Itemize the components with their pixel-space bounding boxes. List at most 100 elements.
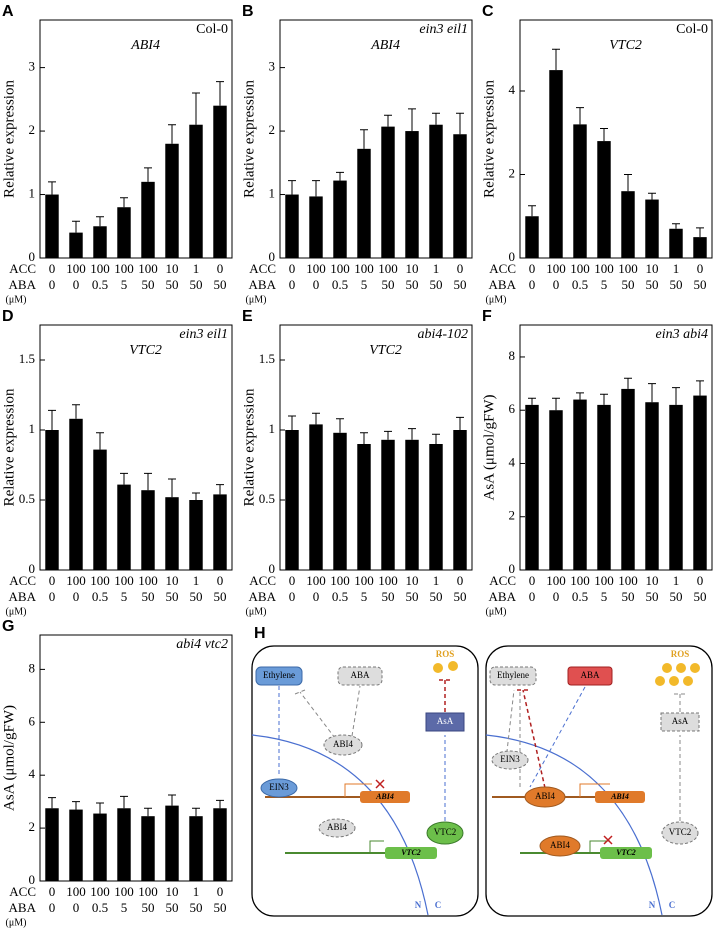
error-bar: [312, 412, 320, 425]
y-tick-label: 6: [509, 401, 516, 416]
y-tick-label: 0: [29, 561, 36, 576]
annotation: abi4 vtc2: [176, 637, 228, 652]
bar: [213, 494, 227, 570]
x-tick-label: 10: [646, 261, 659, 276]
ros-dot: [669, 676, 679, 686]
panel-label: B: [242, 3, 254, 20]
error-bar: [456, 416, 464, 430]
x-tick-label: 0: [49, 277, 56, 292]
bar: [69, 809, 83, 881]
x-tick-label: 50: [142, 277, 155, 292]
error-bar: [552, 397, 560, 411]
y-tick-label: 0: [269, 249, 276, 264]
y-tick-label: 4: [509, 454, 516, 469]
x-tick-label: 0.5: [572, 277, 588, 292]
error-bar: [216, 799, 224, 809]
x-tick-label: 100: [90, 261, 110, 276]
bar: [117, 207, 131, 258]
x-row-name: ACC: [249, 261, 276, 276]
y-tick-label: 1: [269, 186, 276, 201]
node-label: ABI4: [550, 840, 570, 850]
annotation: ABI4: [130, 38, 160, 53]
error-bar: [648, 383, 656, 403]
gene: [595, 791, 645, 803]
annotation: Col-0: [676, 22, 708, 37]
x-tick-label: 100: [90, 884, 110, 899]
y-tick-label: 1: [29, 421, 36, 436]
x-tick-label: 0: [217, 573, 224, 588]
bar: [189, 816, 203, 881]
error-bar: [384, 430, 392, 440]
x-tick-label: 100: [378, 261, 398, 276]
node-label: Ethylene: [263, 670, 295, 680]
gene: [360, 791, 410, 803]
ros-dot: [690, 663, 700, 673]
annotation: abi4-102: [417, 327, 468, 342]
x-tick-label: 100: [618, 573, 638, 588]
node-label: VTC2: [669, 827, 692, 837]
x-tick-label: 100: [546, 573, 566, 588]
ros-dot: [683, 676, 693, 686]
error-bar: [360, 129, 368, 149]
x-tick-label: 100: [378, 573, 398, 588]
bar: [165, 805, 179, 881]
plot-frame: [39, 634, 233, 882]
x-row-name: ABA: [249, 589, 277, 604]
inhibit: [439, 679, 451, 712]
panel-label: G: [2, 618, 14, 635]
x-tick-label: 5: [361, 589, 368, 604]
arrow: [344, 783, 372, 797]
arrow: [505, 689, 521, 787]
x-tick-label: 100: [306, 573, 326, 588]
bar: [357, 148, 371, 258]
error-bar: [432, 433, 440, 444]
bar: [597, 141, 611, 258]
x-tick-label: 5: [601, 589, 608, 604]
x-tick-label: 50: [406, 589, 419, 604]
bar: [453, 430, 467, 570]
x-tick-label: 0.5: [572, 589, 588, 604]
error-bar: [576, 107, 584, 125]
node: [539, 835, 581, 857]
ros-dot: [448, 661, 458, 671]
x-tick-label: 1: [193, 261, 200, 276]
bar: [549, 410, 563, 570]
error-bar: [72, 801, 80, 810]
node: [567, 666, 613, 686]
error-bar: [312, 180, 320, 197]
node: [426, 821, 464, 845]
plot-frame: [519, 324, 713, 571]
bar: [333, 432, 347, 570]
panel-label: A: [2, 3, 14, 20]
error-bar: [144, 472, 152, 491]
x-tick-label: 0: [289, 261, 296, 276]
x-tick-label: 0: [553, 277, 560, 292]
x-tick-label: 100: [354, 573, 374, 588]
arrow: [351, 685, 361, 737]
x-tick-label: 0: [217, 261, 224, 276]
bar: [381, 439, 395, 570]
y-tick-label: 2: [269, 122, 276, 137]
error-bar: [96, 802, 104, 814]
x-tick-label: 10: [166, 884, 179, 899]
bar: [621, 388, 635, 570]
y-tick-label: 1: [269, 421, 276, 436]
y-axis-label: Relative expression: [241, 388, 257, 506]
x-tick-label: 0.5: [332, 589, 348, 604]
x-tick-label: 50: [214, 589, 227, 604]
annotation: Col-0: [196, 22, 228, 37]
x-tick-label: 5: [121, 589, 128, 604]
arrow: [579, 783, 610, 797]
compartment-label: N: [415, 900, 422, 910]
x-tick-label: 10: [646, 573, 659, 588]
y-axis-label: Relative expression: [1, 80, 17, 198]
bar: [69, 418, 83, 570]
x-tick-label: 1: [673, 573, 680, 588]
ros-dot: [655, 676, 665, 686]
error-bar: [384, 114, 392, 127]
bar: [69, 232, 83, 258]
x-tick-label: 0: [457, 261, 464, 276]
nucleus-border: [251, 734, 429, 916]
annotation: VTC2: [129, 343, 162, 358]
inhibit: [674, 693, 686, 712]
